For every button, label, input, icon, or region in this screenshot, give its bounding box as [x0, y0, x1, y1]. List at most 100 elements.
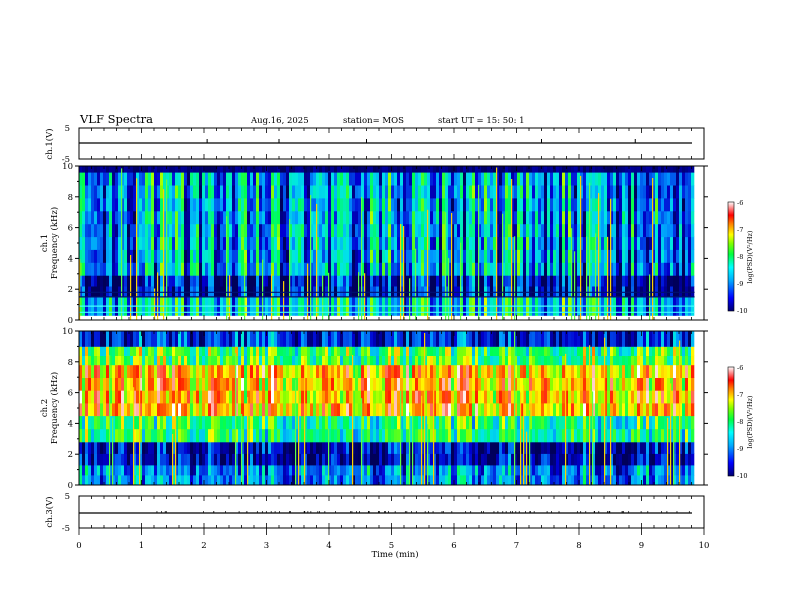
spectrogram-cell	[367, 223, 371, 238]
spectrogram-cell	[436, 355, 440, 366]
spectrogram-cell	[280, 453, 284, 466]
spectrogram-cell	[499, 453, 503, 466]
spectrogram-cell	[319, 166, 323, 173]
spectrogram-cell	[460, 390, 464, 404]
spectrogram-cell	[316, 331, 320, 347]
spectrogram-cell	[262, 355, 266, 366]
spectrogram-cell	[154, 415, 158, 430]
spectrogram-cell	[610, 249, 614, 263]
spectrogram-cell	[187, 236, 191, 250]
spectrogram-cell	[472, 415, 476, 430]
spectrogram-cell	[412, 475, 416, 486]
spectrogram-cell	[358, 403, 362, 417]
spectrogram-cell	[310, 475, 314, 486]
spectrogram-cell	[142, 465, 146, 476]
spectrogram-cell	[523, 198, 527, 212]
spectrogram-cell	[193, 166, 197, 173]
spectrogram-cell	[97, 331, 101, 347]
spectrogram-cell	[568, 185, 572, 199]
spectrogram-cell	[85, 475, 89, 486]
spectrogram-cell	[271, 172, 275, 186]
spectrogram-cell	[688, 223, 692, 238]
spectrogram-cell	[463, 453, 467, 466]
spectrogram-cell	[415, 236, 419, 250]
spectrogram-cell	[394, 275, 398, 287]
spectrogram-cell	[505, 355, 509, 366]
spectrogram-cell	[631, 249, 635, 263]
spectrogram-cell	[109, 415, 113, 430]
spectrogram-cell	[358, 249, 362, 263]
spectrogram-cell	[400, 210, 404, 225]
spectrogram-cell	[187, 377, 191, 391]
sferic-spike	[652, 178, 654, 320]
spectrogram-cell	[79, 210, 83, 225]
spectrogram-cell	[463, 346, 467, 356]
spectrogram-cell	[133, 236, 137, 250]
spectrogram-cell	[445, 262, 449, 276]
spectrogram-cell	[562, 346, 566, 356]
spectrogram-cell	[232, 428, 236, 443]
spectrogram-cell	[466, 262, 470, 276]
spectrogram-cell	[493, 346, 497, 356]
spectrogram-cell	[346, 223, 350, 238]
spectrogram-cell	[658, 172, 662, 186]
spectrogram-cell	[499, 275, 503, 287]
spectrogram-cell	[373, 355, 377, 366]
spectrogram-cell	[184, 346, 188, 356]
spectrogram-cell	[454, 331, 458, 347]
spectrogram-cell	[229, 249, 233, 263]
spectrogram-cell	[184, 249, 188, 263]
spectrogram-cell	[547, 355, 551, 366]
spectrogram-cell	[478, 249, 482, 263]
spectrogram-cell	[100, 198, 104, 212]
spectrogram-cell	[259, 355, 263, 366]
spectrogram-cell	[520, 475, 524, 486]
spectrogram-cell	[433, 390, 437, 404]
spectrogram-cell	[493, 390, 497, 404]
spectrogram-cell	[97, 403, 101, 417]
spectrogram-cell	[436, 331, 440, 347]
spectrogram-cell	[493, 210, 497, 225]
spectrogram-cell	[148, 275, 152, 287]
spectrogram-cell	[139, 390, 143, 404]
spectrogram-cell	[460, 166, 464, 173]
spectrogram-cell	[466, 390, 470, 404]
spectrogram-cell	[241, 415, 245, 430]
spectrogram-cell	[430, 465, 434, 476]
spectrogram-cell	[211, 185, 215, 199]
spectrogram-cell	[403, 390, 407, 404]
spectrogram-cell	[523, 403, 527, 417]
spectrogram-cell	[472, 346, 476, 356]
spectrogram-cell	[472, 185, 476, 199]
spectrogram-cell	[649, 262, 653, 276]
spectrogram-cell	[94, 428, 98, 443]
spectrogram-cell	[142, 249, 146, 263]
spectrogram-cell	[286, 210, 290, 225]
spectrogram-cell	[214, 172, 218, 186]
spectrogram-cell	[373, 210, 377, 225]
spectrogram-cell	[472, 465, 476, 476]
spectrogram-cell	[133, 346, 137, 356]
spectrogram-cell	[226, 249, 230, 263]
spectrogram-cell	[214, 390, 218, 404]
spectrogram-cell	[556, 166, 560, 173]
spectrogram-cell	[514, 331, 518, 347]
spectrogram-cell	[448, 465, 452, 476]
spectrogram-cell	[289, 166, 293, 173]
spectrogram-cell	[580, 210, 584, 225]
spectrogram-cell	[508, 465, 512, 476]
spectrogram-cell	[628, 249, 632, 263]
spectrogram-cell	[535, 403, 539, 417]
spectrogram-cell	[454, 465, 458, 476]
spectrogram-cell	[334, 441, 338, 454]
spectrogram-cell	[274, 172, 278, 186]
spectrogram-cell	[430, 453, 434, 466]
spectrogram-cell	[538, 249, 542, 263]
spectrogram-cell	[487, 210, 491, 225]
spectrogram-cell	[547, 236, 551, 250]
spectrogram-cell	[304, 441, 308, 454]
spectrogram-cell	[319, 236, 323, 250]
spectrogram-cell	[664, 210, 668, 225]
spectrogram-cell	[370, 331, 374, 347]
spectrogram-cell	[583, 249, 587, 263]
